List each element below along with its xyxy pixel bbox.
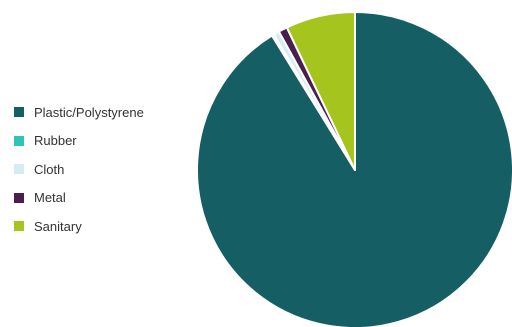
legend-swatch-plastic-polystyrene xyxy=(14,107,24,118)
legend-label-cloth: Cloth xyxy=(34,161,65,177)
legend-swatch-cloth xyxy=(14,164,24,175)
legend-label-metal: Metal xyxy=(34,190,66,206)
legend-swatch-metal xyxy=(14,192,24,203)
legend-label-sanitary: Sanitary xyxy=(34,218,82,234)
legend-swatch-sanitary xyxy=(14,221,24,232)
pie-slice-sanitary xyxy=(285,11,356,171)
legend-item-rubber: Rubber xyxy=(14,127,144,156)
legend-item-sanitary: Sanitary xyxy=(14,212,144,241)
legend-label-rubber: Rubber xyxy=(34,133,77,149)
legend-item-plastic-polystyrene: Plastic/Polystyrene xyxy=(14,98,144,127)
legend: Plastic/Polystyrene Rubber Cloth Metal S… xyxy=(14,98,144,241)
legend-item-metal: Metal xyxy=(14,184,144,213)
legend-label-plastic-polystyrene: Plastic/Polystyrene xyxy=(34,104,144,120)
legend-item-cloth: Cloth xyxy=(14,155,144,184)
legend-swatch-rubber xyxy=(14,135,24,146)
